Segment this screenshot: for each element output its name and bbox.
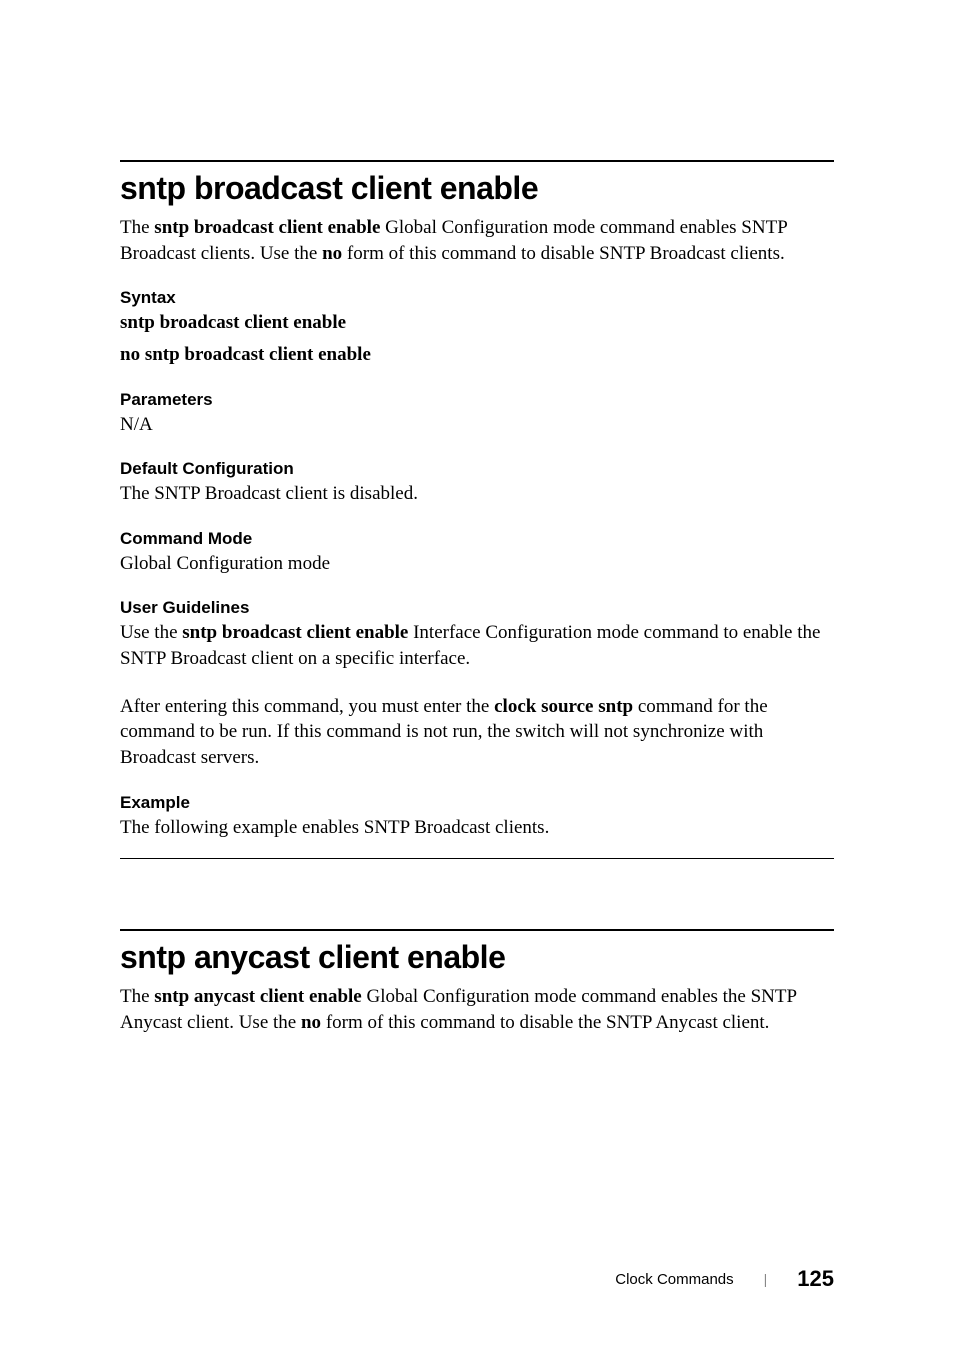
footer-page-number: 125 bbox=[797, 1266, 834, 1292]
ug-p1-bold-1: sntp broadcast client enable bbox=[182, 622, 408, 643]
intro2-bold-2: no bbox=[301, 1012, 321, 1033]
parameters-content: N/A bbox=[120, 412, 834, 438]
intro-text-3: form of this command to disable SNTP Bro… bbox=[342, 243, 785, 264]
ug-p1-text-1: Use the bbox=[120, 622, 182, 643]
ug-p2-text-1: After entering this command, you must en… bbox=[120, 696, 494, 717]
intro2-bold-1: sntp anycast client enable bbox=[154, 986, 361, 1007]
section-divider-bottom bbox=[120, 858, 834, 859]
example-heading: Example bbox=[120, 793, 834, 813]
syntax-heading: Syntax bbox=[120, 288, 834, 308]
section-intro-2: The sntp anycast client enable Global Co… bbox=[120, 984, 834, 1035]
page-footer: Clock Commands | 125 bbox=[615, 1266, 834, 1292]
intro2-text-1: The bbox=[120, 986, 154, 1007]
user-guidelines-p1: Use the sntp broadcast client enable Int… bbox=[120, 620, 834, 671]
command-mode-heading: Command Mode bbox=[120, 529, 834, 549]
section-divider-top-2 bbox=[120, 929, 834, 931]
section-intro: The sntp broadcast client enable Global … bbox=[120, 215, 834, 266]
syntax-line-2: no sntp broadcast client enable bbox=[120, 342, 834, 368]
footer-divider: | bbox=[764, 1271, 768, 1287]
intro-bold-2: no bbox=[322, 243, 342, 264]
section-sntp-anycast: sntp anycast client enable The sntp anyc… bbox=[120, 929, 834, 1035]
section-title: sntp broadcast client enable bbox=[120, 170, 834, 207]
section-divider-top bbox=[120, 160, 834, 162]
syntax-line-1: sntp broadcast client enable bbox=[120, 310, 834, 336]
default-config-content: The SNTP Broadcast client is disabled. bbox=[120, 481, 834, 507]
section-sntp-broadcast: sntp broadcast client enable The sntp br… bbox=[120, 160, 834, 859]
parameters-heading: Parameters bbox=[120, 390, 834, 410]
ug-p2-bold-1: clock source sntp bbox=[494, 696, 633, 717]
intro-bold-1: sntp broadcast client enable bbox=[154, 217, 380, 238]
footer-label: Clock Commands bbox=[615, 1271, 733, 1288]
user-guidelines-p2: After entering this command, you must en… bbox=[120, 694, 834, 771]
user-guidelines-heading: User Guidelines bbox=[120, 598, 834, 618]
default-config-heading: Default Configuration bbox=[120, 459, 834, 479]
section-title-2: sntp anycast client enable bbox=[120, 939, 834, 976]
command-mode-content: Global Configuration mode bbox=[120, 551, 834, 577]
intro2-text-3: form of this command to disable the SNTP… bbox=[321, 1012, 769, 1033]
example-content: The following example enables SNTP Broad… bbox=[120, 815, 834, 841]
intro-text-1: The bbox=[120, 217, 154, 238]
